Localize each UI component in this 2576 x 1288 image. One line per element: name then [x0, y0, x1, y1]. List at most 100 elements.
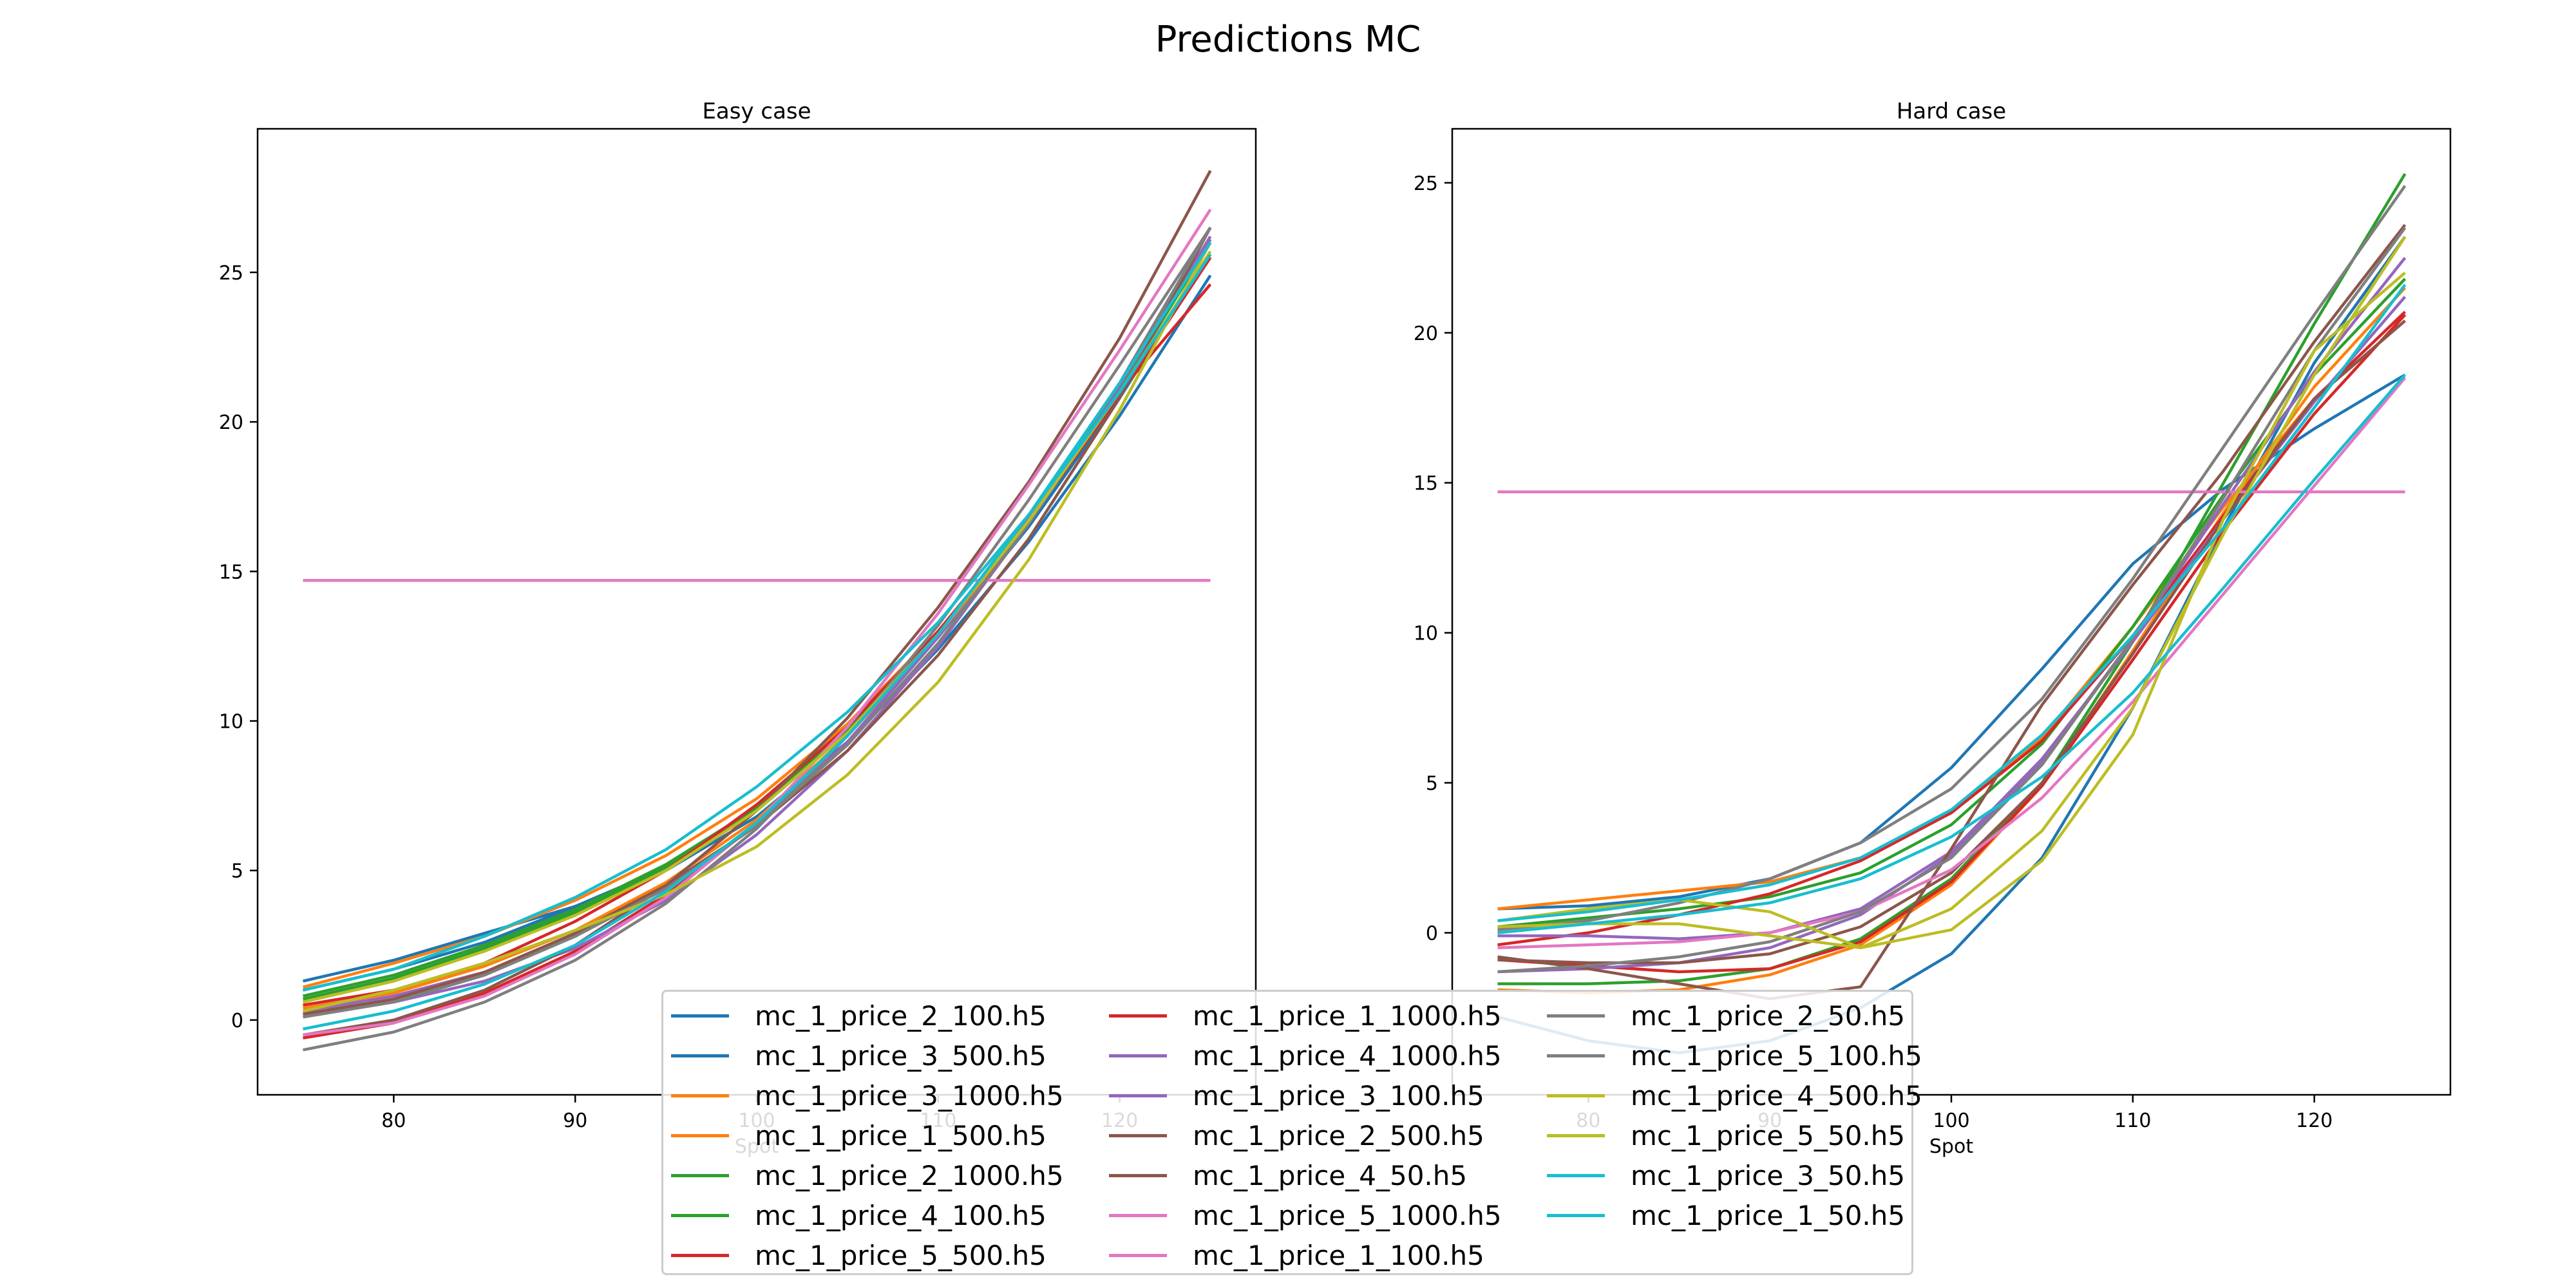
plot-frame [1451, 128, 2452, 1096]
legend-entry: mc_1_price_1_500.h5 [671, 1115, 1109, 1155]
legend-swatch [671, 1173, 729, 1177]
series-line-11 [1497, 223, 2407, 1001]
y-tick-label-3: 10 [1414, 623, 1438, 645]
subplot-title: Easy case [702, 99, 811, 124]
legend-entry: mc_1_price_3_50.h5 [1547, 1155, 1923, 1195]
series-line-20 [1497, 374, 2407, 934]
legend: mc_1_price_2_100.h5 mc_1_price_3_500.h5 mc… [661, 990, 1922, 1275]
series-group [302, 169, 1212, 1052]
legend-entry: mc_1_price_4_50.h5 [1109, 1155, 1547, 1195]
series-line-19 [302, 253, 1212, 992]
x-tick-label-2: 90 [563, 1110, 587, 1132]
legend-swatch [1109, 1173, 1167, 1177]
figure-title: Predictions MC [1155, 19, 1421, 61]
legend-swatch [1547, 1173, 1605, 1177]
series-line-15 [303, 227, 1212, 1019]
x-tick-label-5: 120 [2296, 1110, 2333, 1132]
legend-entry: mc_1_price_1_100.h5 [1109, 1235, 1547, 1275]
legend-entry: mc_1_price_3_1000.h5 [671, 1075, 1109, 1115]
legend-entry: mc_1_price_2_50.h5 [1547, 996, 1923, 1036]
legend-swatch [1547, 1213, 1605, 1217]
legend-label: mc_1_price_1_500.h5 [755, 1119, 1046, 1151]
legend-label: mc_1_price_1_50.h5 [1631, 1199, 1906, 1231]
y-tick-label-4: 15 [219, 561, 243, 583]
series-group [1497, 173, 2407, 1055]
series-line-3 [1497, 319, 2406, 911]
y-tick-label-1: 0 [231, 1010, 243, 1032]
y-tick-label-3: 10 [219, 711, 243, 734]
series-line-16 [303, 227, 1212, 1052]
series-line-5 [1497, 173, 2407, 985]
legend-swatch [671, 1014, 729, 1018]
series-line-4 [303, 256, 1212, 1010]
legend-swatch [671, 1213, 729, 1217]
series-line-3 [302, 253, 1212, 989]
legend-swatch [1547, 1094, 1605, 1097]
series-line-7 [303, 256, 1212, 1007]
series-line-4 [1497, 287, 2407, 994]
legend-entry: mc_1_price_1_50.h5 [1547, 1195, 1923, 1235]
legend-swatch [671, 1094, 729, 1097]
series-line-10 [303, 238, 1212, 1016]
x-tick-label-1: 80 [381, 1110, 406, 1132]
legend-entry: mc_1_price_2_1000.h5 [671, 1155, 1109, 1195]
legend-label: mc_1_price_3_50.h5 [1631, 1159, 1906, 1191]
legend-swatch [1109, 1014, 1167, 1018]
legend-label: mc_1_price_4_1000.h5 [1193, 1039, 1502, 1072]
subplots: 80901001101200510152025Easy caseSpot8090… [219, 99, 2452, 1158]
legend-label: mc_1_price_5_100.h5 [1631, 1039, 1922, 1072]
legend-entry: mc_1_price_2_100.h5 [671, 996, 1109, 1036]
legend-entry: mc_1_price_5_1000.h5 [1109, 1195, 1547, 1235]
y-tick-label-5: 20 [219, 412, 243, 434]
series-line-5 [302, 242, 1212, 998]
legend-label: mc_1_price_2_50.h5 [1631, 999, 1906, 1032]
legend-entry: mc_1_price_4_500.h5 [1547, 1075, 1923, 1115]
y-tick-label-2: 5 [231, 860, 243, 883]
y-tick-label-6: 25 [219, 262, 243, 285]
series-line-16 [1497, 185, 2407, 932]
y-tick-label-1: 0 [1426, 922, 1438, 945]
legend-entry: mc_1_price_1_1000.h5 [1109, 996, 1547, 1036]
legend-entry: mc_1_price_4_100.h5 [671, 1195, 1109, 1235]
plot-frame [256, 128, 1257, 1096]
legend-swatch [1109, 1094, 1167, 1097]
series-line-8 [303, 283, 1212, 1040]
legend-swatch [1547, 1054, 1605, 1057]
legend-swatch [1109, 1253, 1167, 1257]
subplot-title: Hard case [1897, 99, 2006, 124]
legend-label: mc_1_price_4_500.h5 [1631, 1079, 1922, 1112]
series-line-20 [303, 242, 1212, 1031]
legend-swatch [671, 1054, 729, 1057]
legend-label: mc_1_price_5_1000.h5 [1193, 1199, 1502, 1231]
legend-label: mc_1_price_5_50.h5 [1631, 1119, 1906, 1151]
series-line-13 [303, 209, 1212, 1037]
series-line-11 [303, 169, 1212, 1037]
series-line-2 [302, 274, 1212, 983]
x-tick-label-4: 110 [2114, 1110, 2151, 1132]
series-line-10 [1497, 296, 2407, 941]
legend-swatch [1109, 1213, 1167, 1217]
legend-label: mc_1_price_2_500.h5 [1193, 1119, 1484, 1151]
series-line-6 [1497, 278, 2407, 929]
series-line-18 [302, 251, 1212, 1004]
legend-entry: mc_1_price_2_500.h5 [1109, 1115, 1547, 1155]
legend-label: mc_1_price_2_100.h5 [755, 999, 1046, 1032]
legend-swatch [1109, 1054, 1167, 1057]
legend-label: mc_1_price_1_100.h5 [1193, 1239, 1484, 1271]
legend-label: mc_1_price_4_50.h5 [1193, 1159, 1468, 1191]
series-line-18 [1497, 236, 2407, 949]
legend-entry: mc_1_price_3_100.h5 [1109, 1075, 1547, 1115]
legend-entry: mc_1_price_3_500.h5 [671, 1036, 1109, 1075]
series-line-1 [302, 253, 1212, 992]
series-line-9 [1497, 256, 2407, 974]
legend-swatch [671, 1253, 729, 1257]
legend-entry: mc_1_price_5_100.h5 [1547, 1036, 1923, 1075]
series-line-17 [302, 242, 1212, 1013]
legend-entry: mc_1_price_5_500.h5 [671, 1235, 1109, 1275]
legend-swatch [1547, 1133, 1605, 1137]
legend-entry: mc_1_price_5_50.h5 [1547, 1115, 1923, 1155]
legend-label: mc_1_price_2_1000.h5 [755, 1159, 1064, 1191]
